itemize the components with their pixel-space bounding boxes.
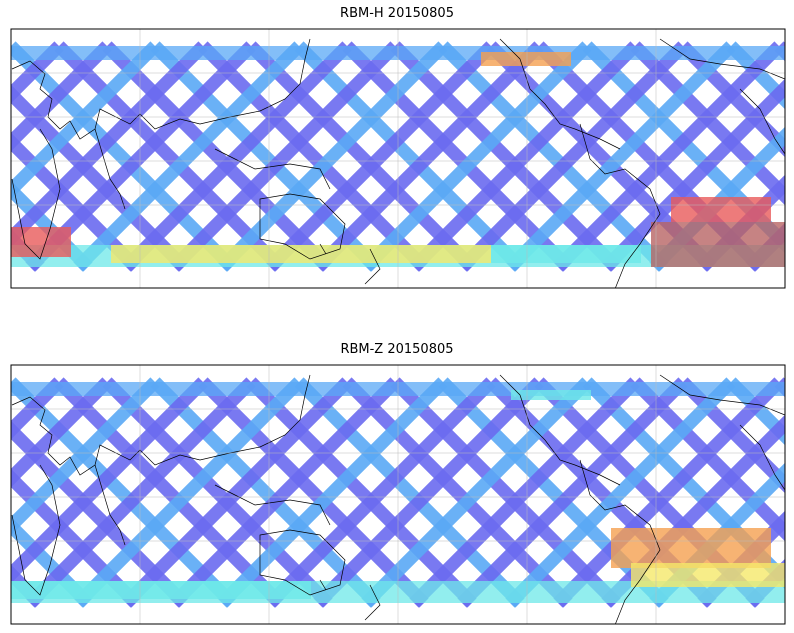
swath-hotspot <box>481 52 571 66</box>
swath-track <box>342 41 573 272</box>
swath-track <box>390 41 621 272</box>
map-frame-bottom <box>10 364 786 625</box>
swath-track <box>11 516 93 608</box>
swath-hotspot <box>11 227 71 257</box>
graticule <box>11 29 785 288</box>
swath-track <box>294 377 525 608</box>
swath-track <box>102 41 333 272</box>
swath-hotspot <box>671 197 771 222</box>
swath-hotspot <box>511 390 591 400</box>
swath-track <box>409 41 640 272</box>
swath-track <box>121 377 352 608</box>
swath-track <box>505 41 736 272</box>
swath-track <box>150 41 381 272</box>
swath-track <box>553 41 784 272</box>
swath-track <box>438 41 669 272</box>
swath-track <box>73 41 304 272</box>
swath-track <box>11 41 237 272</box>
swath-track <box>678 41 785 158</box>
swath-track <box>409 377 640 608</box>
swath-track <box>11 46 16 56</box>
swath-track <box>313 377 544 608</box>
swath-hotspot <box>631 563 785 587</box>
swath-track <box>11 382 16 392</box>
swath-track <box>265 41 496 272</box>
swath-hotspots <box>11 390 785 599</box>
swath-track <box>11 41 64 104</box>
swath-track <box>150 377 381 608</box>
swath-track <box>294 41 525 272</box>
swath-track <box>11 377 208 584</box>
swath-track <box>217 377 448 608</box>
swath-track <box>11 84 189 272</box>
swath-track <box>54 377 285 608</box>
swath-track <box>73 377 304 608</box>
swath-track <box>11 420 189 608</box>
swath-hotspot <box>11 581 311 599</box>
swath-track <box>630 41 785 206</box>
coastlines <box>11 38 785 288</box>
swath-track <box>217 41 448 272</box>
swath-track <box>11 377 160 536</box>
swath-track <box>726 377 785 446</box>
swath-track <box>601 78 785 272</box>
swath-track <box>11 377 64 440</box>
swath-track <box>726 41 785 110</box>
swath-track <box>678 377 785 494</box>
swath-hotspot <box>491 245 641 263</box>
swath-track <box>25 377 256 608</box>
swath-track <box>11 377 112 488</box>
swath-track <box>390 377 621 608</box>
coastlines <box>11 374 785 624</box>
swath-track <box>102 377 333 608</box>
swath-track <box>169 377 400 608</box>
swath-track <box>361 377 592 608</box>
swath-hotspot <box>651 222 785 267</box>
swath-track <box>121 41 352 272</box>
swath-track <box>169 41 400 272</box>
swath-track <box>342 377 573 608</box>
swath-track <box>11 41 160 200</box>
swath-track <box>505 377 736 608</box>
swath-track <box>265 377 496 608</box>
swath-track <box>54 41 285 272</box>
swath-track <box>11 132 141 272</box>
swath-hotspot <box>611 528 771 568</box>
swath-track <box>11 377 237 608</box>
swath-track <box>457 377 688 608</box>
panel-title-top: RBM-H 20150805 <box>340 6 454 21</box>
swath-track <box>313 41 544 272</box>
swath-track <box>553 377 784 608</box>
swath-track <box>11 468 141 608</box>
map-frame-top <box>10 28 786 289</box>
map-panel-top <box>11 29 785 288</box>
swath-track <box>246 41 477 272</box>
graticule <box>11 365 785 624</box>
swath-track <box>457 41 688 272</box>
map-panel-bottom <box>11 365 785 624</box>
swath-track <box>361 41 592 272</box>
panel-title-bottom: RBM-Z 20150805 <box>340 342 454 357</box>
swath-track <box>630 377 785 542</box>
swath-track <box>11 41 112 152</box>
swath-track <box>246 377 477 608</box>
swath-track <box>198 41 429 272</box>
swath-track <box>198 377 429 608</box>
